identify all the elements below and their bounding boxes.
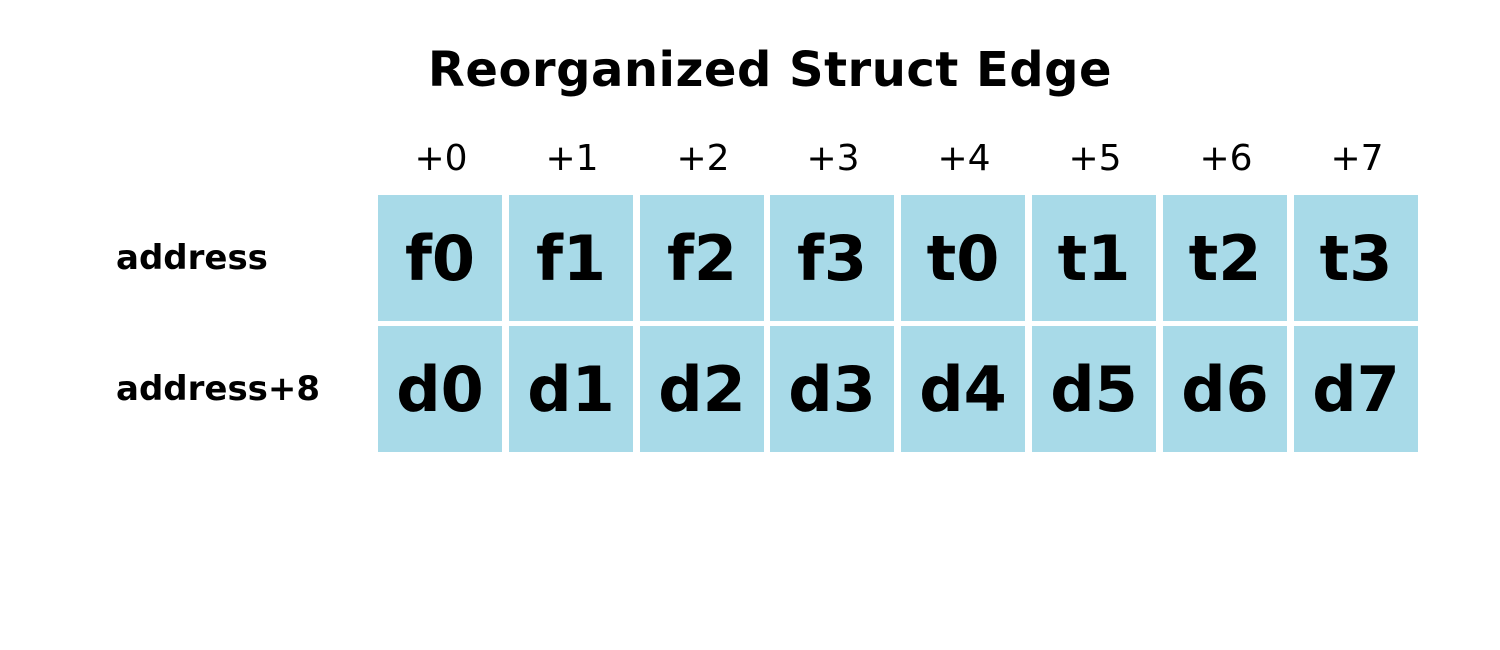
memory-cell: d2: [640, 326, 764, 452]
row-label-address-plus-8: address+8: [116, 369, 321, 409]
offset-label-4: +4: [937, 138, 991, 179]
offset-label-7: +7: [1330, 138, 1384, 179]
diagram-title: Reorganized Struct Edge: [427, 42, 1113, 98]
byte-offset-header: +0 +1 +2 +3 +4 +5 +6 +7: [378, 138, 1423, 182]
offset-label-5: +5: [1068, 138, 1122, 179]
offset-label-6: +6: [1199, 138, 1253, 179]
memory-layout-grid: f0 f1 f2 f3 t0 t1 t2 t3 d0 d1 d2 d3 d4 d…: [378, 195, 1423, 455]
memory-cell: f3: [770, 195, 894, 321]
offset-label-3: +3: [806, 138, 860, 179]
memory-cell: d0: [378, 326, 502, 452]
memory-cell: t0: [901, 195, 1025, 321]
memory-cell: d5: [1032, 326, 1156, 452]
memory-cell: t1: [1032, 195, 1156, 321]
offset-label-0: +0: [414, 138, 468, 179]
memory-cell: t2: [1163, 195, 1287, 321]
row-label-address: address: [116, 238, 268, 278]
memory-cell: d4: [901, 326, 1025, 452]
memory-cell: d1: [509, 326, 633, 452]
memory-cell: d7: [1294, 326, 1418, 452]
memory-cell: d6: [1163, 326, 1287, 452]
memory-cell: d3: [770, 326, 894, 452]
offset-label-1: +1: [545, 138, 599, 179]
memory-cell: f1: [509, 195, 633, 321]
memory-cell: t3: [1294, 195, 1418, 321]
offset-label-2: +2: [676, 138, 730, 179]
memory-cell: f2: [640, 195, 764, 321]
memory-cell: f0: [378, 195, 502, 321]
